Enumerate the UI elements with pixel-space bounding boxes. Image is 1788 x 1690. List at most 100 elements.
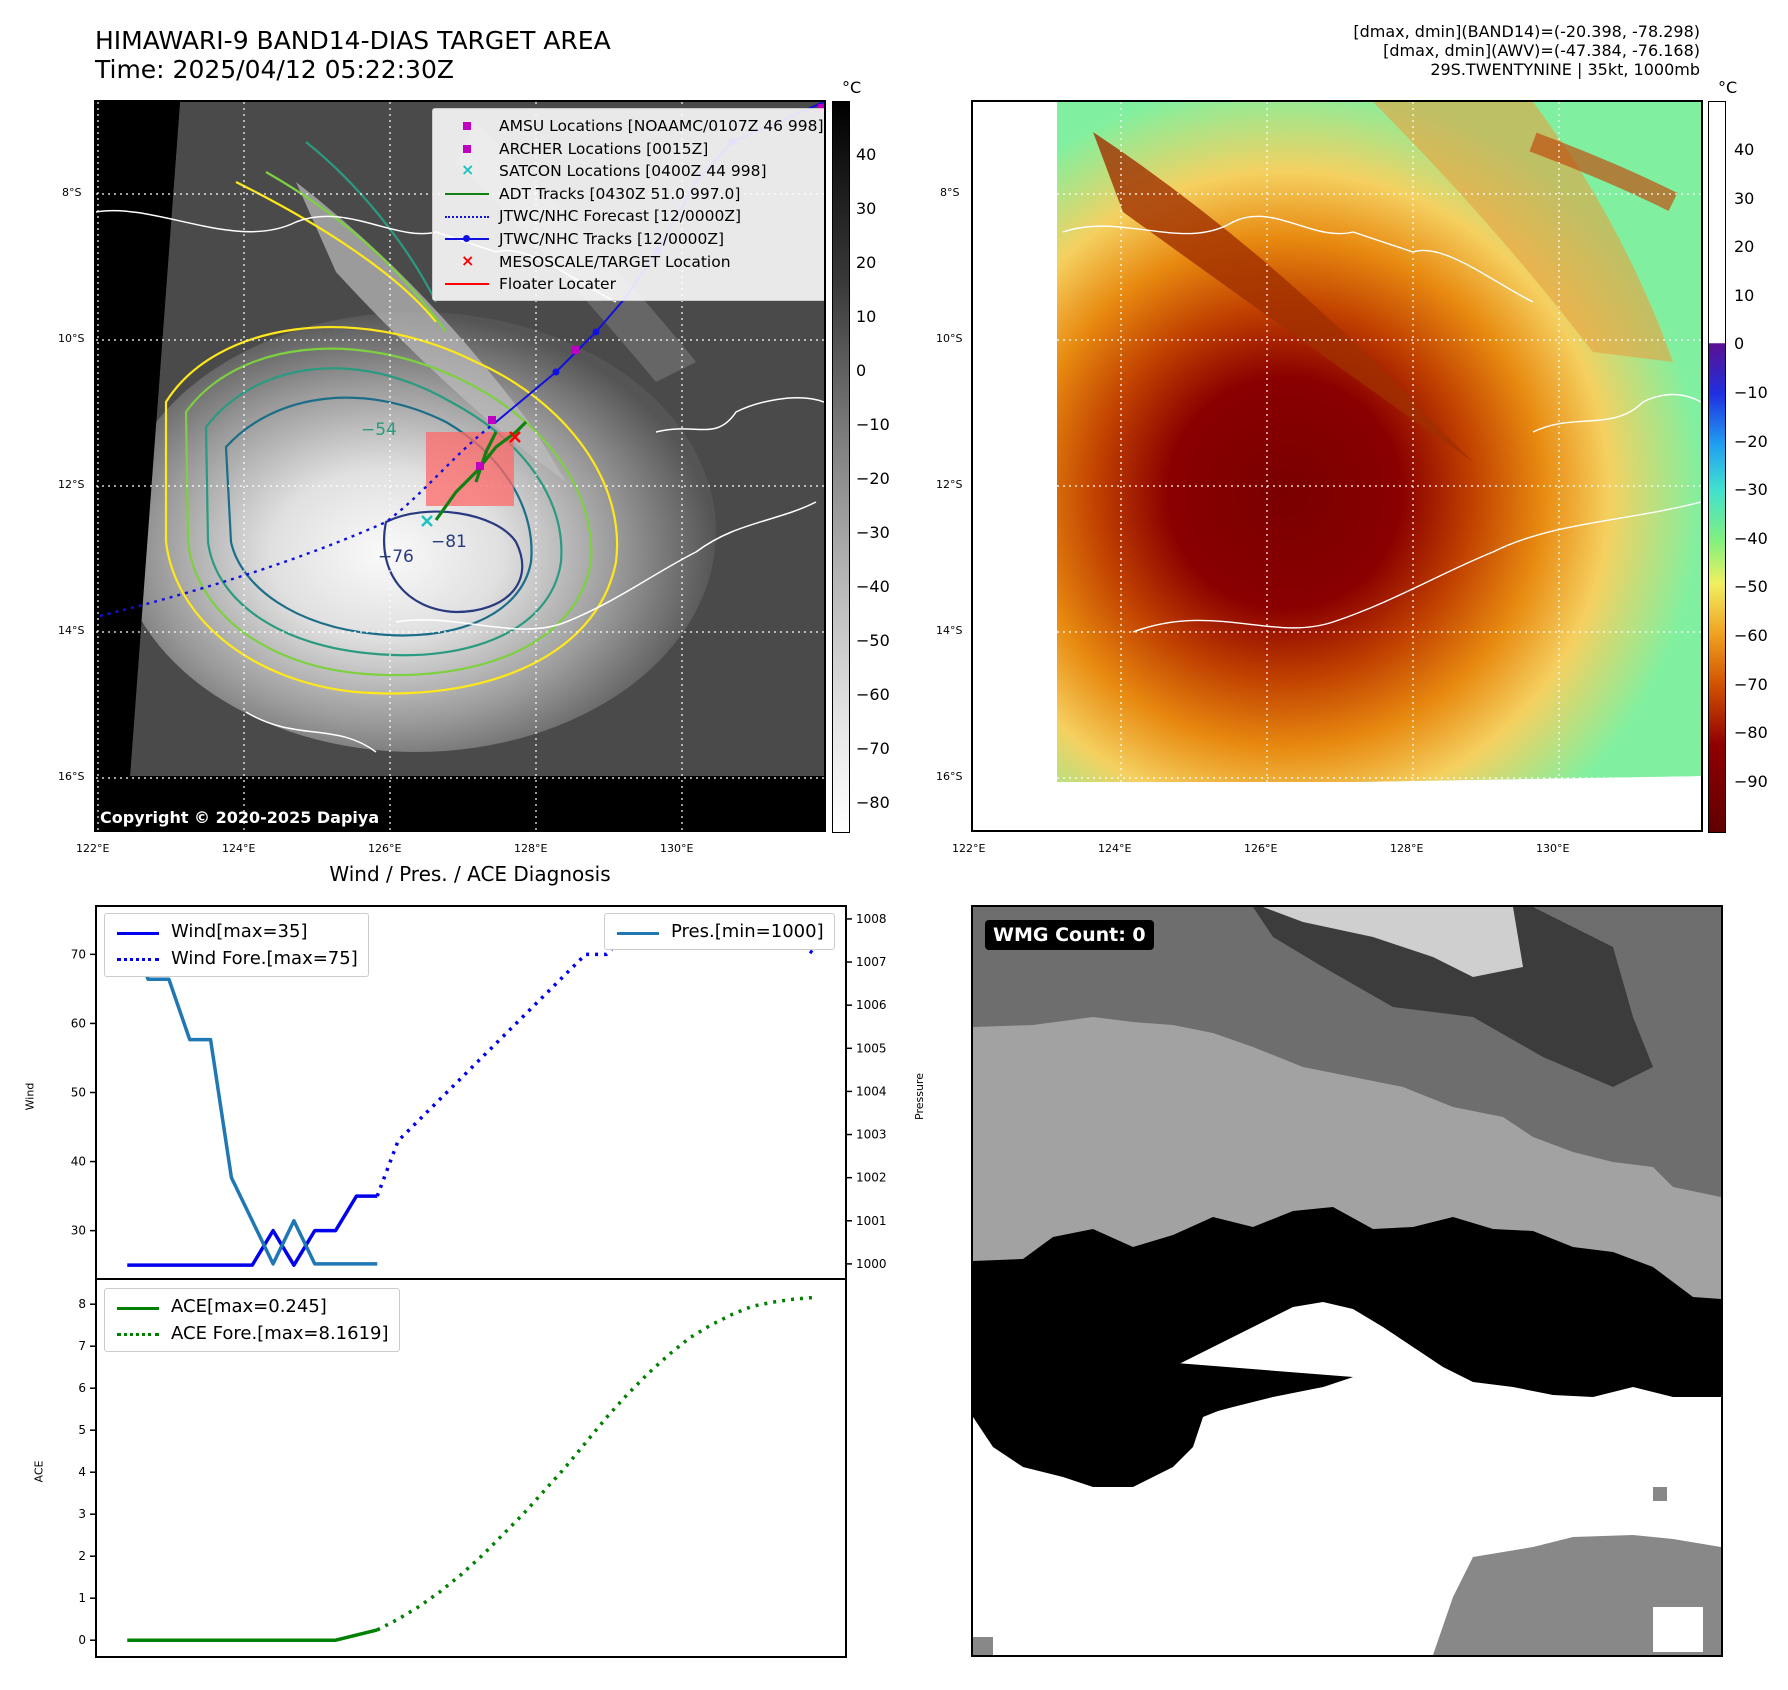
lon-tick: 128°E bbox=[514, 842, 548, 855]
lon-tick: 130°E bbox=[1536, 842, 1570, 855]
colorbar-tick: −60 bbox=[856, 685, 890, 704]
legend-jtwc-tracks: JTWC/NHC Tracks [12/0000Z] bbox=[443, 228, 817, 251]
lat-tick: 12°S bbox=[936, 478, 963, 491]
colorbar-unit: °C bbox=[1718, 78, 1738, 97]
line-icon bbox=[115, 923, 161, 941]
ace-series-line bbox=[127, 1628, 378, 1642]
x-marker-icon: × bbox=[461, 160, 475, 180]
colorbar-tick: −80 bbox=[1734, 723, 1768, 743]
ace-tick-label: 8 bbox=[78, 1297, 86, 1311]
lon-tick: 126°E bbox=[1244, 842, 1278, 855]
colorbar-tick: −50 bbox=[856, 631, 890, 650]
lon-tick: 126°E bbox=[368, 842, 402, 855]
colorbar-tick: 40 bbox=[1734, 140, 1755, 159]
colorbar-tick: −30 bbox=[1734, 480, 1768, 500]
band14-map-panel: −54 −76 −81 Copyright © 2020-2025 Dapiya… bbox=[94, 100, 826, 832]
line-icon bbox=[115, 1298, 161, 1316]
x-marker-icon: × bbox=[461, 250, 475, 270]
line-dot-icon bbox=[443, 230, 491, 248]
pressure-tick-label: 1001 bbox=[856, 1214, 887, 1228]
legend-floater: Floater Locater bbox=[443, 273, 817, 296]
colorbar-tick: −10 bbox=[856, 415, 890, 434]
legend-pres: Pres.[min=1000] bbox=[615, 918, 824, 945]
legend-label: Wind[max=35] bbox=[171, 921, 308, 942]
legend-label: AMSU Locations [NOAAMC/0107Z 46 998] bbox=[499, 117, 824, 135]
legend-label: JTWC/NHC Forecast [12/0000Z] bbox=[499, 207, 742, 226]
pressure-tick-label: 1008 bbox=[856, 912, 887, 926]
colorbar-tick: 0 bbox=[856, 361, 867, 380]
contour-label-76: −76 bbox=[378, 547, 414, 567]
line-icon bbox=[443, 275, 491, 293]
dotted-line-icon bbox=[115, 1325, 161, 1343]
ace-tick-label: 1 bbox=[78, 1591, 86, 1605]
colorbar-tick: 20 bbox=[1734, 237, 1755, 257]
pres-legend: Pres.[min=1000] bbox=[604, 913, 835, 950]
colorbar-tick: −50 bbox=[1734, 577, 1768, 597]
lat-tick: 12°S bbox=[58, 478, 85, 491]
square-marker-icon bbox=[443, 117, 491, 135]
wind-tick-label: 40 bbox=[71, 1155, 86, 1169]
legend-ace-fore: ACE Fore.[max=8.1619] bbox=[115, 1320, 389, 1347]
lat-tick: 14°S bbox=[936, 624, 963, 637]
legend-wind-fore: Wind Fore.[max=75] bbox=[115, 945, 358, 972]
colorbar-tick: 10 bbox=[1734, 285, 1755, 305]
legend-satcon: × SATCON Locations [0400Z 44 998] bbox=[443, 160, 817, 183]
colorbar-tick: −20 bbox=[1734, 431, 1768, 451]
wind-tick-label: 60 bbox=[71, 1016, 86, 1030]
storm-summary: 29S.TWENTYNINE | 35kt, 1000mb bbox=[1430, 60, 1700, 79]
legend-adt: ADT Tracks [0430Z 51.0 997.0] bbox=[443, 183, 817, 206]
colorbar-tick: −70 bbox=[1734, 674, 1768, 694]
colorbar-tick: 30 bbox=[1734, 188, 1755, 208]
lon-tick: 122°E bbox=[76, 842, 110, 855]
line-icon bbox=[443, 185, 491, 203]
colorbar-tick: −90 bbox=[1734, 771, 1768, 791]
pressure-axis-label: Pressure bbox=[912, 1073, 926, 1120]
ace-axes-frame bbox=[95, 1278, 847, 1658]
dotted-line-icon bbox=[443, 208, 491, 226]
figure-title: HIMAWARI-9 BAND14-DIAS TARGET AREA Time:… bbox=[95, 26, 611, 84]
legend-label: ARCHER Locations [0015Z] bbox=[499, 139, 709, 158]
colorbar-tick: −20 bbox=[856, 469, 890, 488]
legend-label: JTWC/NHC Tracks [12/0000Z] bbox=[499, 229, 725, 248]
wind-legend: Wind[max=35] Wind Fore.[max=75] bbox=[104, 913, 369, 977]
square-marker-icon bbox=[443, 140, 491, 158]
legend-label: Pres.[min=1000] bbox=[671, 921, 824, 942]
pressure-tick-label: 1002 bbox=[856, 1171, 887, 1185]
legend-label: Wind Fore.[max=75] bbox=[171, 948, 358, 969]
pressure-tick-label: 1000 bbox=[856, 1257, 887, 1271]
ace-tick-label: 6 bbox=[78, 1381, 86, 1395]
legend-amsu: AMSU Locations [NOAAMC/0107Z 46 998] bbox=[443, 115, 824, 138]
legend-label: SATCON Locations [0400Z 44 998] bbox=[499, 162, 767, 181]
ace-forecast-line bbox=[376, 1295, 815, 1632]
awv-colorbar bbox=[1708, 101, 1726, 833]
ace-tick-label: 3 bbox=[78, 1507, 86, 1521]
lat-tick: 14°S bbox=[58, 624, 85, 637]
lat-tick: 10°S bbox=[58, 332, 85, 345]
pressure-tick-label: 1003 bbox=[856, 1128, 887, 1142]
legend-archer: ARCHER Locations [0015Z] bbox=[443, 138, 817, 161]
colorbar-tick: −80 bbox=[856, 793, 890, 812]
pressure-tick-label: 1005 bbox=[856, 1041, 887, 1055]
legend-label: ACE[max=0.245] bbox=[171, 1296, 327, 1317]
colorbar-tick: 0 bbox=[1734, 334, 1745, 354]
legend-label: Floater Locater bbox=[499, 275, 616, 294]
ace-axis-label: ACE bbox=[32, 1460, 46, 1483]
legend-label: MESOSCALE/TARGET Location bbox=[499, 252, 731, 271]
colorbar-tick: 40 bbox=[856, 145, 877, 164]
legend-label: ACE Fore.[max=8.1619] bbox=[171, 1323, 389, 1344]
colorbar-tick: 30 bbox=[856, 199, 877, 218]
wind-tick-label: 50 bbox=[71, 1086, 86, 1100]
lon-tick: 124°E bbox=[222, 842, 256, 855]
colorbar-tick: −60 bbox=[1734, 626, 1768, 645]
legend-jtwc-forecast: JTWC/NHC Forecast [12/0000Z] bbox=[443, 205, 817, 228]
map-legend: AMSU Locations [NOAAMC/0107Z 46 998] ARC… bbox=[432, 108, 824, 301]
dotted-line-icon bbox=[115, 950, 161, 968]
legend-wind: Wind[max=35] bbox=[115, 918, 358, 945]
pressure-tick-label: 1007 bbox=[856, 955, 887, 969]
wind-axis-label: Wind bbox=[23, 1082, 37, 1111]
lat-tick: 8°S bbox=[940, 186, 960, 199]
band14-range: [dmax, dmin](BAND14)=(-20.398, -78.298) bbox=[1353, 22, 1700, 41]
pressure-tick-label: 1006 bbox=[856, 998, 887, 1012]
wind-tick-label: 70 bbox=[71, 947, 86, 961]
legend-mesoscale: × MESOSCALE/TARGET Location bbox=[443, 251, 817, 274]
